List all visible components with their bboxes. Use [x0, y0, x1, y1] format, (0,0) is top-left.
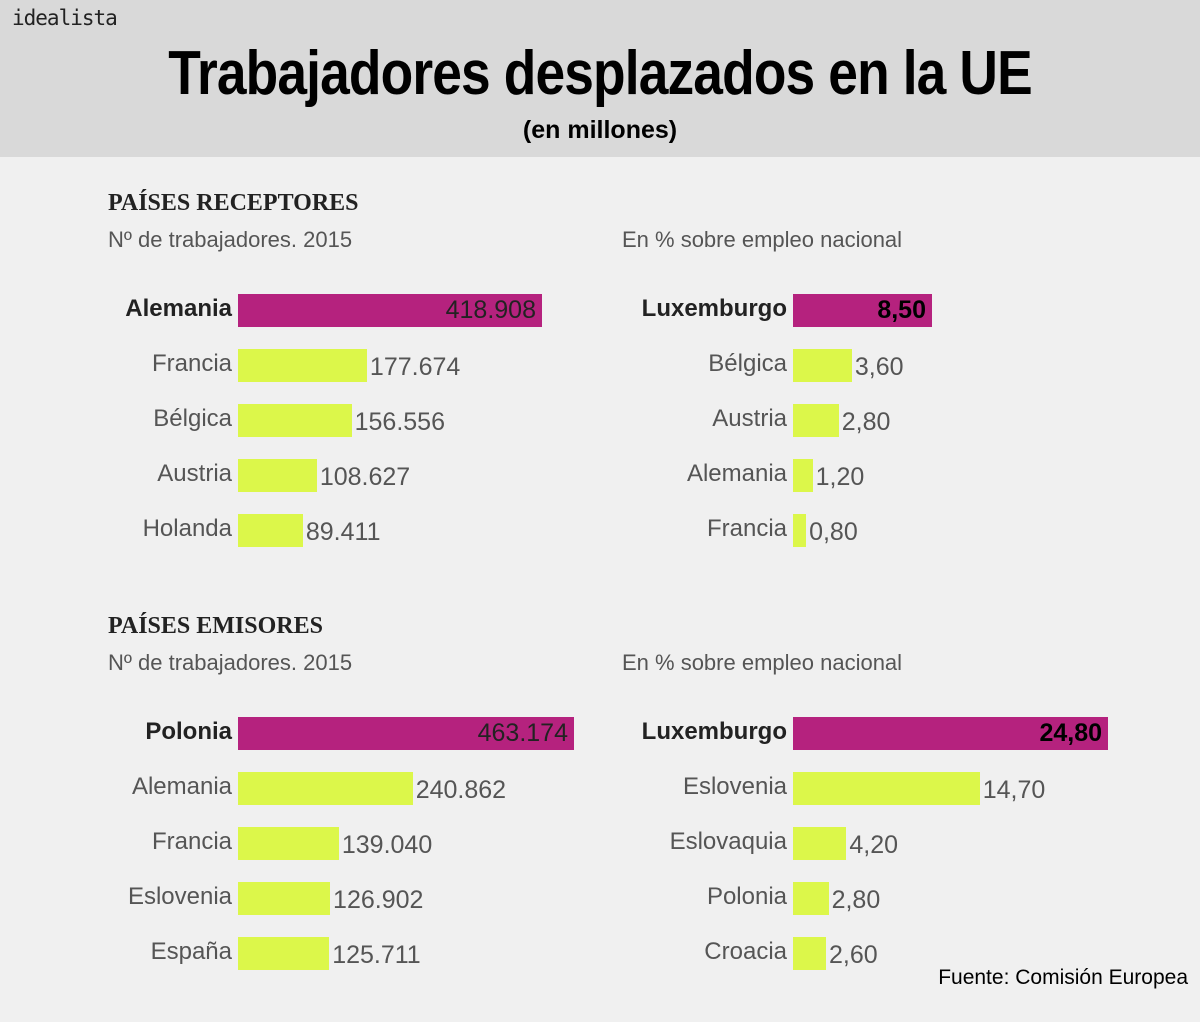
data-label: 240.862	[415, 776, 507, 804]
section-title-receptores: PAÍSES RECEPTORES	[108, 190, 359, 216]
data-label: 156.556	[354, 408, 445, 436]
data-label: 0,80	[809, 518, 858, 546]
header: idealista Trabajadores desplazados en la…	[0, 0, 1200, 157]
category-label: Eslovenia	[127, 883, 232, 910]
data-label: 125.711	[332, 941, 421, 969]
chart-subtitle: (en millones)	[522, 116, 678, 144]
bar-emisores-pct	[793, 717, 1108, 750]
data-label: 418.908	[445, 296, 536, 324]
data-label: 3,60	[854, 353, 904, 381]
subtitle-emisores-pct: En % sobre empleo nacional	[622, 650, 903, 675]
bar-receptores-count	[238, 294, 542, 327]
data-label: 2,60	[829, 941, 878, 969]
bar-emisores-pct	[793, 882, 829, 915]
category-label: Alemania	[131, 773, 232, 800]
category-label: Francia	[151, 350, 232, 377]
bar-emisores-pct	[793, 827, 847, 860]
bar-receptores-pct	[793, 294, 932, 327]
category-label: Polonia	[706, 883, 787, 910]
category-label: Austria	[157, 460, 232, 487]
category-label: Polonia	[145, 718, 232, 745]
category-label: Holanda	[142, 515, 232, 542]
data-label: 2,80	[831, 886, 881, 914]
data-label: 14,70	[982, 776, 1046, 804]
category-label: Croacia	[704, 938, 787, 965]
data-label: 24,80	[1039, 719, 1102, 747]
data-label: 463.174	[477, 719, 568, 747]
subtitle-receptores-count: Nº de trabajadores. 2015	[108, 227, 353, 252]
bar-receptores-count	[238, 514, 303, 547]
bar-receptores-pct	[793, 514, 807, 547]
bar-emisores-pct	[793, 937, 827, 970]
data-label: 177.674	[369, 353, 461, 381]
bar-emisores-count	[238, 937, 330, 970]
data-label: 108.627	[319, 463, 411, 491]
section-title-emisores: PAÍSES EMISORES	[108, 613, 323, 639]
bar-receptores-pct	[793, 349, 852, 382]
category-label: Bélgica	[153, 405, 232, 432]
category-label: Francia	[706, 515, 787, 542]
bar-emisores-count	[238, 827, 339, 860]
category-label: Eslovaquia	[669, 828, 787, 855]
data-label: 2,80	[841, 408, 891, 436]
category-label: Alemania	[686, 460, 787, 487]
data-label: 89.411	[305, 518, 381, 546]
bar-receptores-count	[238, 349, 367, 382]
bar-receptores-count	[238, 459, 317, 492]
category-label: Luxemburgo	[641, 295, 787, 322]
category-label: Bélgica	[708, 350, 787, 377]
bar-receptores-count	[238, 404, 352, 437]
data-label: 126.902	[333, 886, 424, 914]
category-label: Alemania	[125, 295, 232, 322]
category-label: Austria	[712, 405, 787, 432]
logo: idealista	[12, 6, 118, 30]
category-label: España	[150, 938, 232, 965]
data-label: 139.040	[341, 831, 433, 859]
subtitle-emisores-count: Nº de trabajadores. 2015	[108, 650, 353, 675]
bar-receptores-pct	[793, 404, 839, 437]
bar-receptores-pct	[793, 459, 813, 492]
category-label: Francia	[151, 828, 232, 855]
chart-title: Trabajadores desplazados en la UE	[168, 39, 1032, 108]
bar-emisores-count	[238, 772, 413, 805]
subtitle-receptores-pct: En % sobre empleo nacional	[622, 227, 903, 252]
category-label: Luxemburgo	[641, 718, 787, 745]
bar-emisores-pct	[793, 772, 980, 805]
source-note: Fuente: Comisión Europea	[938, 966, 1188, 989]
bar-emisores-count	[238, 717, 574, 750]
category-label: Eslovenia	[682, 773, 787, 800]
data-label: 8,50	[877, 296, 926, 324]
bar-emisores-count	[238, 882, 331, 915]
data-label: 4,20	[849, 831, 899, 859]
data-label: 1,20	[815, 463, 865, 491]
